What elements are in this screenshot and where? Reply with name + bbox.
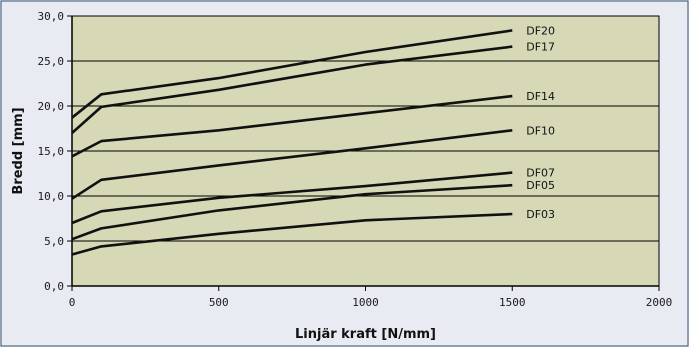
y-tick-label: 20,0 — [38, 100, 65, 113]
gridlines — [67, 15, 660, 291]
y-tick-label: 0,0 — [44, 280, 64, 293]
series-label-df07: DF07 — [526, 167, 555, 180]
x-tick-label: 500 — [209, 296, 229, 309]
series-line-df03 — [71, 212, 513, 256]
series-label-df03: DF03 — [526, 208, 555, 221]
x-tick-label: 1500 — [499, 296, 526, 309]
series-line-df10 — [71, 129, 513, 200]
x-tick-label: 2000 — [646, 296, 673, 309]
x-axis-title: Linjär kraft [N/mm] — [295, 327, 436, 342]
y-axis-title: Bredd [mm] — [11, 107, 26, 194]
x-tick-label: 1000 — [352, 296, 379, 309]
series-line-df07 — [71, 171, 513, 225]
series-line-df20 — [71, 29, 513, 119]
x-tick-labels: 0 500 1000 1500 2000 — [69, 296, 673, 309]
series-label-df20: DF20 — [526, 24, 555, 37]
y-tick-label: 15,0 — [38, 145, 65, 158]
series-lines — [71, 29, 513, 256]
y-tick-labels: 0,0 5,0 10,0 15,0 20,0 25,0 30,0 — [38, 10, 65, 293]
series-label-df14: DF14 — [526, 90, 555, 103]
series-label-df05: DF05 — [526, 179, 555, 192]
y-tick-label: 30,0 — [38, 10, 65, 23]
series-line-df17 — [71, 45, 513, 134]
y-tick-label: 10,0 — [38, 190, 65, 203]
x-tick-label: 0 — [69, 296, 76, 309]
axes — [71, 16, 659, 287]
series-line-df05 — [71, 183, 513, 241]
y-tick-label: 5,0 — [44, 235, 64, 248]
series-line-df14 — [71, 94, 513, 158]
series-label-df10: DF10 — [526, 124, 555, 137]
series-label-df17: DF17 — [526, 41, 555, 54]
y-tick-label: 25,0 — [38, 55, 65, 68]
